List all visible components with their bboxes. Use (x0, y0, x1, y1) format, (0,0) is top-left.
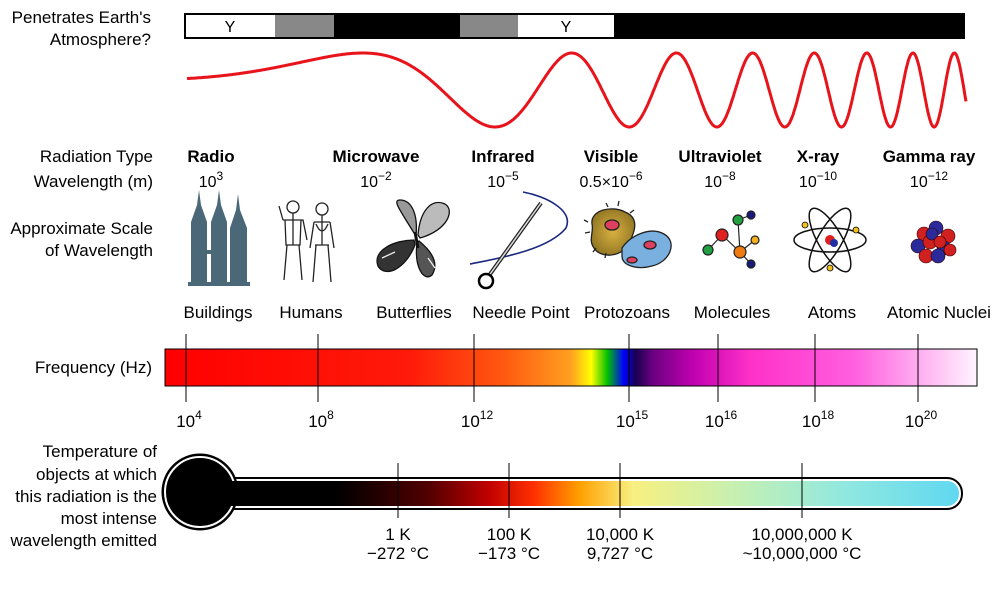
scale-item-name: Molecules (694, 303, 771, 322)
scale-item-name: Protozoans (584, 303, 670, 322)
temperature-label-line: Temperature of (43, 442, 158, 461)
radiation-type-name: Microwave (333, 147, 420, 166)
atmosphere-segment (275, 14, 334, 38)
radiation-type-name: X-ray (797, 147, 840, 166)
wavelength-value: 10−8 (704, 169, 736, 191)
wave-line (186, 51, 968, 129)
thermometer (161, 453, 963, 531)
frequency-tick-label: 104 (176, 408, 202, 431)
radiation-type-name: Gamma ray (883, 147, 976, 166)
atmosphere-segment (334, 14, 460, 38)
temperature-kelvin: 1 K (385, 525, 411, 544)
radiation-type-name: Radio (187, 147, 234, 166)
scale-item-name: Atoms (808, 303, 856, 322)
atmosphere-segment-label: N (783, 19, 795, 36)
nucleus-icon (910, 220, 957, 264)
buildings-icon (188, 190, 250, 286)
radiation-types: Radio 103 Microwave 10−2 Infrared 10−5 Visible… (187, 147, 975, 191)
atmosphere-label-line: Penetrates Earth's (12, 8, 151, 27)
atmosphere-segment-label: Y (225, 19, 236, 36)
atmosphere-segment-label: Y (561, 19, 572, 36)
scale-item-name: Atomic Nuclei (887, 303, 991, 322)
scale-item-name: Humans (279, 303, 342, 322)
atom-icon (793, 207, 867, 273)
temperature-celsius: −272 °C (367, 544, 429, 563)
temperature-label-line: wavelength emitted (10, 531, 157, 550)
molecule-icon (702, 210, 760, 269)
temperature-celsius: 9,727 °C (587, 544, 653, 563)
atmosphere-segment (185, 14, 275, 38)
temperature-celsius: −173 °C (478, 544, 540, 563)
frequency-tick-label: 108 (308, 408, 334, 431)
scale-item-name: Butterflies (376, 303, 452, 322)
temperature-label: Temperature of objects at which this rad… (10, 442, 158, 550)
atmosphere-label-line: Atmosphere? (50, 30, 151, 49)
protozoan-icon (583, 200, 672, 269)
needle-icon (469, 191, 569, 290)
radiation-type-name: Infrared (471, 147, 534, 166)
wavelength-label: Wavelength (m) (34, 172, 153, 191)
frequency-tick-label: 1015 (616, 408, 649, 431)
radiation-type-name: Visible (584, 147, 639, 166)
atmosphere-segment (460, 14, 518, 38)
scale-names: Buildings Humans Butterflies Needle Point Pr… (184, 303, 991, 322)
wavelength-value: 10−5 (487, 169, 519, 191)
frequency-bar (164, 348, 978, 387)
wavelength-value: 10−2 (360, 169, 392, 191)
scale-label-line: of Wavelength (45, 241, 153, 260)
temperature-kelvin: 100 K (487, 525, 532, 544)
radiation-type-label: Radiation Type (40, 147, 153, 166)
wavelength-value: 10−10 (799, 169, 837, 191)
wavelength-value: 103 (199, 169, 224, 191)
atmosphere-bar-outline (184, 13, 965, 39)
radiation-type-name: Ultraviolet (678, 147, 761, 166)
temperature-kelvin: 10,000 K (586, 525, 655, 544)
wavelength-value: 10−12 (910, 169, 948, 191)
frequency-tick-label: 1018 (802, 408, 835, 431)
scale-item-name: Buildings (184, 303, 253, 322)
temperature-celsius: ~10,000,000 °C (743, 544, 862, 563)
humans-icon (278, 200, 335, 283)
wavelength-value: 0.5×10−6 (579, 169, 642, 191)
temperature-ticks: 1 K−272 °C 100 K−173 °C 10,000 K9,727 °C 10… (367, 463, 861, 563)
frequency-tick-label: 1020 (905, 408, 938, 431)
temperature-label-line: this radiation is the (15, 487, 157, 506)
frequency-label: Frequency (Hz) (35, 358, 152, 377)
frequency-tick-label: 1012 (461, 408, 494, 431)
atmosphere-segment (518, 14, 614, 38)
scale-label-line: Approximate Scale (10, 219, 153, 238)
temperature-kelvin: 10,000,000 K (751, 525, 853, 544)
atmosphere-label: Penetrates Earth's Atmosphere? (12, 8, 151, 49)
scale-item-name: Needle Point (472, 303, 570, 322)
frequency-tick-label: 1016 (705, 408, 738, 431)
atmosphere-segment (614, 14, 964, 38)
atmosphere-segment-label: N (391, 19, 403, 36)
frequency-ticks: 104 108 1012 1015 1016 1018 1020 (176, 334, 937, 431)
butterfly-icon (376, 199, 450, 278)
temperature-label-line: most intense (61, 509, 157, 528)
temperature-label-line: objects at which (36, 465, 157, 484)
